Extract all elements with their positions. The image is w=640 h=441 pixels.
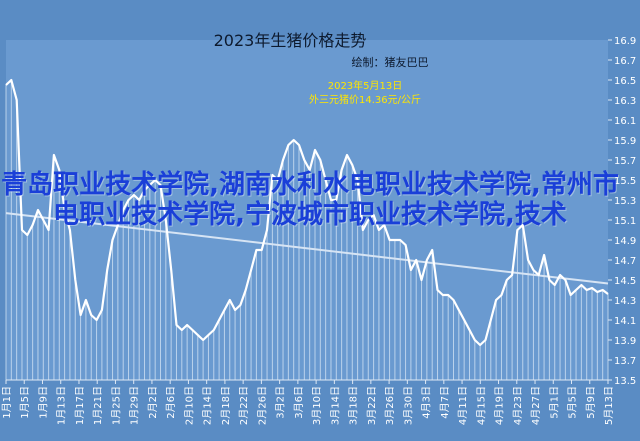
x-tick-label: 2月18日	[220, 386, 232, 425]
y-tick-label: 14.3	[614, 296, 636, 307]
x-tick-label: 3月26日	[384, 386, 396, 425]
x-axis: 1月1日 1月5日 1月9日 1月13日 1月17日 1月21日 1月25日 1月29日 2月2…	[1, 379, 615, 425]
y-tick-label: 14.7	[614, 256, 636, 267]
x-tick-label: 1月21日	[92, 386, 104, 425]
x-tick-label: 2月22日	[238, 386, 250, 425]
x-tick-label: 2月14日	[202, 386, 214, 425]
x-tick-label: 3月22日	[366, 386, 378, 425]
y-tick-label: 16.9	[614, 36, 636, 47]
x-tick-label: 2月26日	[256, 386, 268, 425]
x-tick-label: 4月19日	[494, 386, 506, 425]
trend-line	[5, 212, 609, 285]
x-tick-label: 2月10日	[183, 386, 195, 425]
chart-title: 2023年生猪价格走势	[214, 31, 367, 50]
area-fill-lines	[5, 80, 609, 380]
y-tick-label: 15.3	[614, 196, 636, 207]
y-tick-label: 14.9	[614, 236, 636, 247]
x-tick-label: 1月13日	[56, 386, 68, 425]
y-tick-label: 14.5	[614, 276, 636, 287]
x-tick-label: 1月25日	[110, 386, 122, 425]
x-tick-label: 1月9日	[37, 386, 49, 419]
y-tick-label: 15.9	[614, 136, 636, 147]
series-line	[5, 78, 609, 347]
annotation-date: 2023年5月13日	[328, 79, 403, 92]
x-tick-label: 1月5日	[19, 386, 31, 419]
x-tick-label: 4月3日	[421, 386, 433, 419]
y-tick-label: 14.1	[614, 316, 636, 327]
x-tick-label: 5月9日	[585, 386, 597, 419]
y-tick-label: 13.7	[614, 356, 636, 367]
x-tick-label: 1月1日	[1, 386, 13, 419]
y-tick-label: 16.3	[614, 96, 636, 107]
y-tick-label: 13.9	[614, 336, 636, 347]
y-tick-label: 15.7	[614, 156, 636, 167]
x-tick-label: 4月27日	[530, 386, 542, 425]
y-tick-label: 16.1	[614, 116, 636, 127]
x-tick-label: 2月2日	[147, 386, 159, 419]
y-axis: 13.5 13.7 13.9 14.1 14.3 14.5 14.7 14.9 15.1 15.3…	[608, 36, 636, 387]
x-tick-label: 4月7日	[439, 386, 451, 419]
plot-area	[6, 40, 608, 380]
x-tick-label: 5月13日	[603, 386, 615, 425]
y-tick-label: 16.7	[614, 56, 636, 67]
x-tick-label: 5月5日	[567, 386, 579, 419]
y-tick-label: 15.1	[614, 216, 636, 227]
x-tick-label: 4月11日	[457, 386, 469, 425]
chart-subtitle: 绘制：猪友巴巴	[352, 55, 429, 69]
y-tick-label: 16.5	[614, 76, 636, 87]
annotation-price: 外三元猪价14.36元/公斤	[309, 94, 421, 106]
x-tick-label: 3月2日	[275, 386, 287, 419]
y-tick-label: 15.5	[614, 176, 636, 187]
x-tick-label: 3月18日	[348, 386, 360, 425]
x-tick-label: 3月10日	[311, 386, 323, 425]
y-tick-label: 13.5	[614, 376, 636, 387]
x-tick-label: 1月17日	[74, 386, 86, 425]
x-tick-label: 1月29日	[129, 386, 141, 425]
x-tick-label: 2月6日	[165, 386, 177, 419]
x-tick-label: 3月14日	[329, 386, 341, 425]
x-tick-label: 4月15日	[475, 386, 487, 425]
x-tick-label: 5月1日	[548, 386, 560, 419]
x-tick-label: 4月23日	[512, 386, 524, 425]
x-tick-label: 3月6日	[293, 386, 305, 419]
x-tick-label: 3月30日	[402, 386, 414, 425]
